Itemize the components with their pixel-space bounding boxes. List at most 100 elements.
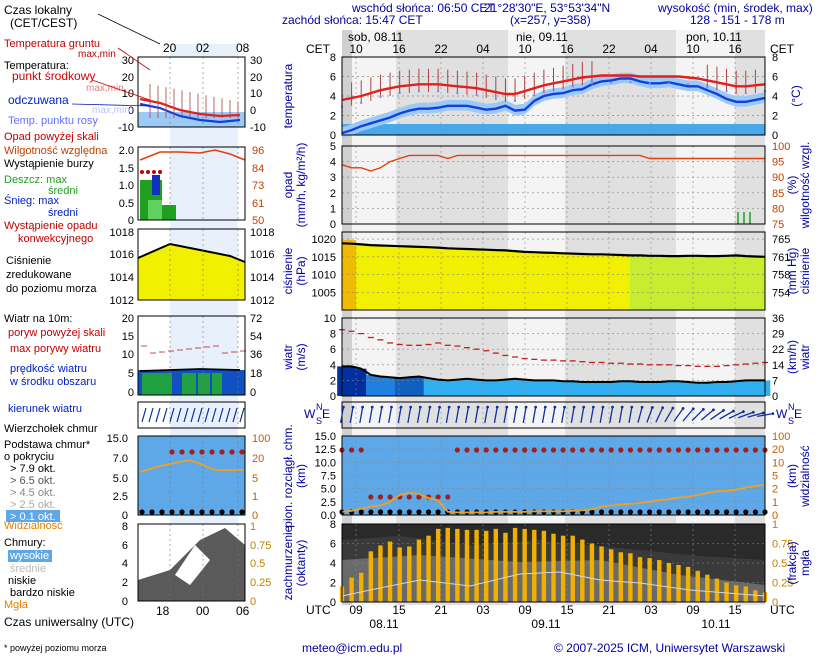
wind-dir-arrow-head bbox=[601, 405, 605, 409]
legend-cloud-frame bbox=[137, 435, 246, 516]
cover-axis-label-left: (oktanty) bbox=[294, 540, 308, 587]
legend-hum-tick: 61 bbox=[252, 198, 264, 210]
cover-bar bbox=[599, 546, 604, 602]
cloud-top-dot bbox=[454, 447, 460, 453]
cover-bar bbox=[724, 582, 729, 602]
dew-point-dot bbox=[686, 83, 690, 86]
legend-cloud-base bbox=[209, 509, 215, 515]
legend-wdir-arrow bbox=[218, 407, 224, 423]
dew-point-dot bbox=[706, 86, 709, 89]
cover-bar bbox=[714, 578, 720, 602]
temp-tick-right: 8 bbox=[772, 52, 778, 64]
wind-dir-arrow bbox=[522, 407, 527, 423]
cover-bar bbox=[541, 530, 547, 602]
cloud-tick-left: 0.0 bbox=[321, 510, 336, 522]
wind-speed-bar bbox=[481, 380, 492, 396]
legend-cloud-top bbox=[219, 449, 225, 455]
legend-wdir-arrow bbox=[169, 407, 175, 423]
wind-dir-arrow-head bbox=[751, 410, 755, 414]
legend-temp-tick-r: -10 bbox=[250, 122, 266, 134]
footer-copyright: © 2007-2025 ICM, Uniwersytet Warszawski bbox=[554, 641, 785, 655]
pressure-right-green bbox=[611, 254, 765, 310]
fog-tick-right: 0 bbox=[772, 597, 778, 609]
cloud-base-dot bbox=[435, 509, 441, 515]
wind-dir-arrow-head bbox=[515, 405, 518, 409]
wind-dir-arrow-head bbox=[582, 405, 586, 409]
legend-cover-tick: 0 bbox=[122, 596, 128, 608]
legend-wind-green bbox=[198, 373, 210, 395]
legend-wdir-arrow bbox=[211, 407, 217, 423]
cloud-top-dot bbox=[656, 447, 662, 453]
cloud-top-dot bbox=[685, 447, 691, 453]
legend-p-rain-avg: średni bbox=[48, 185, 78, 197]
wind-dir-arrow-head bbox=[505, 405, 509, 409]
wind-dir-arrow bbox=[738, 411, 754, 419]
wind-dir-arrow bbox=[484, 407, 489, 423]
wind-speed-bar bbox=[356, 368, 367, 396]
legend-cloud-tick: 15.0 bbox=[107, 433, 128, 445]
cloud-top-dot bbox=[358, 447, 364, 453]
legend-wdir-arrow bbox=[162, 407, 168, 423]
footer-note: * powyżej poziomu morza bbox=[4, 643, 107, 653]
legend-cloud-base bbox=[159, 509, 165, 515]
legend-utc-tick: 06 bbox=[236, 604, 250, 618]
cloud-tick-left: 15.0 bbox=[315, 431, 336, 443]
wind-dir-arrow-head bbox=[640, 405, 644, 409]
cloud-top-dot bbox=[618, 447, 624, 453]
legend-okt: > 2.5 okt. bbox=[10, 499, 56, 511]
legend-p-storm: Wystąpienie burzy bbox=[4, 158, 94, 170]
legend-t-maxmin-c: max,min bbox=[92, 105, 130, 116]
legend-okt: > 7.9 okt. bbox=[10, 463, 56, 475]
hour-tick-utc: 21 bbox=[602, 603, 616, 617]
wind-dir-arrow-head bbox=[591, 405, 595, 409]
legend-wdir-arrow bbox=[141, 407, 147, 423]
wind-speed-bar bbox=[414, 376, 425, 396]
hour-tick-utc: 15 bbox=[728, 603, 742, 617]
day-label-top: pon, 10.11 bbox=[686, 30, 742, 44]
legend-wind-frame bbox=[137, 315, 246, 396]
wind-speed-bar bbox=[394, 378, 405, 396]
precip-tick-left: 4 bbox=[330, 157, 336, 169]
cloud-base-dot bbox=[598, 509, 605, 515]
visibility-axis-label-right: widzialność bbox=[798, 445, 812, 507]
precip-tick-left: 5 bbox=[330, 141, 336, 153]
cover-bar bbox=[387, 541, 393, 602]
cloud-top-dot bbox=[473, 447, 480, 453]
dew-point-dot bbox=[475, 93, 478, 97]
pressure-line bbox=[341, 242, 766, 258]
legend-wind-green bbox=[212, 373, 222, 395]
wind-speed-bar bbox=[731, 381, 742, 396]
wind-speed-bar bbox=[510, 378, 521, 396]
wind-speed-bar bbox=[567, 381, 579, 396]
pressure-axis-label-right: ciśnienie bbox=[798, 247, 812, 294]
cover-bar bbox=[753, 590, 758, 602]
legend-p-conv2: konwekcyjnego bbox=[18, 233, 93, 245]
legend-wdir-arrow bbox=[204, 407, 210, 423]
cover-bar bbox=[551, 533, 556, 602]
cloud-top-dot bbox=[560, 447, 566, 453]
legend-rain-tail bbox=[162, 205, 176, 220]
wind-speed-line bbox=[342, 365, 765, 384]
wind-dir-arrow-head bbox=[543, 405, 547, 409]
footer-email[interactable]: meteo@icm.edu.pl bbox=[302, 641, 402, 655]
fog-tick-right: 0.5 bbox=[772, 558, 787, 570]
temp-tick-left: 4 bbox=[330, 91, 336, 103]
wind-tick-right: 7 bbox=[772, 375, 778, 387]
wind-speed-bar bbox=[519, 379, 530, 396]
cloud-top-dot bbox=[522, 447, 528, 453]
legend-cl-low: niskie bbox=[8, 575, 36, 587]
visibility-tick-right: 1 bbox=[772, 497, 778, 509]
cover-bar bbox=[349, 577, 354, 602]
legend-ptr bbox=[91, 79, 151, 101]
cloud-top-dot bbox=[695, 447, 701, 453]
cloud-top-dot bbox=[666, 447, 672, 453]
hour-tick-utc: 09 bbox=[518, 603, 532, 617]
hour-tick-cet: 22 bbox=[602, 42, 616, 56]
legend-visibility bbox=[139, 459, 244, 473]
legend-wdir-arrow bbox=[239, 407, 245, 423]
legend-pres-tick-r: 1012 bbox=[250, 295, 274, 307]
cloud-tick-left: 12.5 bbox=[315, 444, 336, 456]
wind-speed-bar bbox=[442, 380, 454, 396]
cloud-top-dot bbox=[627, 447, 634, 453]
